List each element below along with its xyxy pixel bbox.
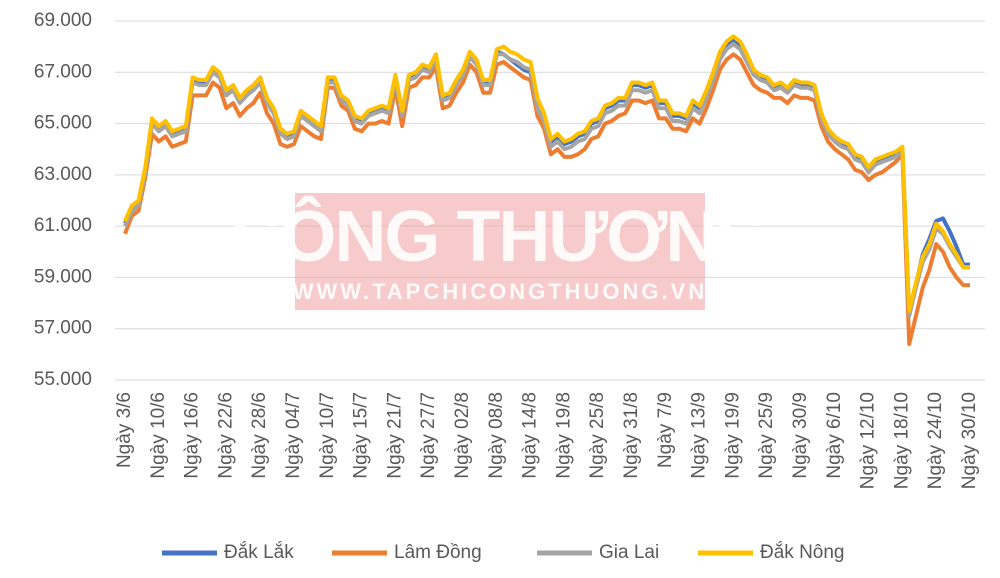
x-tick-label: Ngày 08/8	[486, 392, 507, 479]
x-tick-label: Ngày 28/6	[249, 392, 270, 479]
x-tick-label: Ngày 04/7	[283, 392, 304, 479]
x-tick-label: Ngày 25/8	[587, 392, 608, 479]
x-tick-label: Ngày 22/6	[215, 392, 236, 479]
lines	[123, 34, 970, 347]
x-tick-label: Ngày 25/9	[756, 392, 777, 479]
watermark: CÔNG THƯƠNG WWW.TAPCHICONGTHUONG.VN	[230, 193, 772, 310]
x-tick-label: Ngày 19/8	[553, 392, 574, 479]
x-tick-label: Ngày 10/7	[317, 392, 338, 479]
x-tick-label: Ngày 30/10	[959, 392, 980, 489]
axis: 55.000 57.000 59.000 61.000 63.000 65.000 67.0…	[34, 10, 980, 489]
x-tick-label: Ngày 21/7	[384, 392, 405, 479]
x-tick-label: Ngày 13/9	[689, 392, 710, 479]
legend-label: Gia Lai	[599, 542, 659, 563]
y-tick-label: 55.000	[34, 369, 92, 390]
x-tick-label: Ngày 10/6	[148, 392, 169, 479]
watermark-title: CÔNG THƯƠNG	[230, 196, 769, 277]
y-tick-label: 67.000	[34, 61, 92, 82]
watermark-url: WWW.TAPCHICONGTHUONG.VN	[293, 279, 707, 304]
y-tick-label: 69.000	[34, 10, 92, 31]
x-tick-label: Ngày 24/10	[925, 392, 946, 489]
x-tick-label: Ngày 30/9	[790, 392, 811, 479]
x-tick-label: Ngày 02/8	[452, 392, 473, 479]
x-tick-label: Ngày 27/7	[418, 392, 439, 479]
y-tick-label: 61.000	[34, 215, 92, 236]
x-tick-label: Ngày 7/9	[655, 392, 676, 468]
y-tick-label: 65.000	[34, 113, 92, 134]
legend-label: Lâm Đồng	[394, 542, 482, 563]
x-tick-label: Ngày 19/9	[722, 392, 743, 479]
x-tick-label: Ngày 3/6	[114, 392, 135, 468]
y-tick-label: 63.000	[34, 164, 92, 185]
legend: Đắk Lắk Lâm Đồng Gia Lai Đắk Nông	[162, 541, 845, 563]
x-tick-label: Ngày 14/8	[520, 392, 541, 479]
line-series	[123, 34, 970, 313]
y-tick-label: 59.000	[34, 266, 92, 287]
legend-label: Đắk Lắk	[224, 541, 294, 563]
x-tick-label: Ngày 15/7	[351, 392, 372, 479]
watermark-box	[295, 193, 705, 310]
x-tick-label: Ngày 18/10	[891, 392, 912, 489]
x-tick-label: Ngày 16/6	[182, 392, 203, 479]
x-tick-label: Ngày 31/8	[621, 392, 642, 479]
y-tick-label: 57.000	[34, 318, 92, 339]
x-tick-label: Ngày 12/10	[858, 392, 879, 489]
x-tick-label: Ngày 6/10	[824, 392, 845, 479]
legend-label: Đắk Nông	[760, 541, 845, 563]
